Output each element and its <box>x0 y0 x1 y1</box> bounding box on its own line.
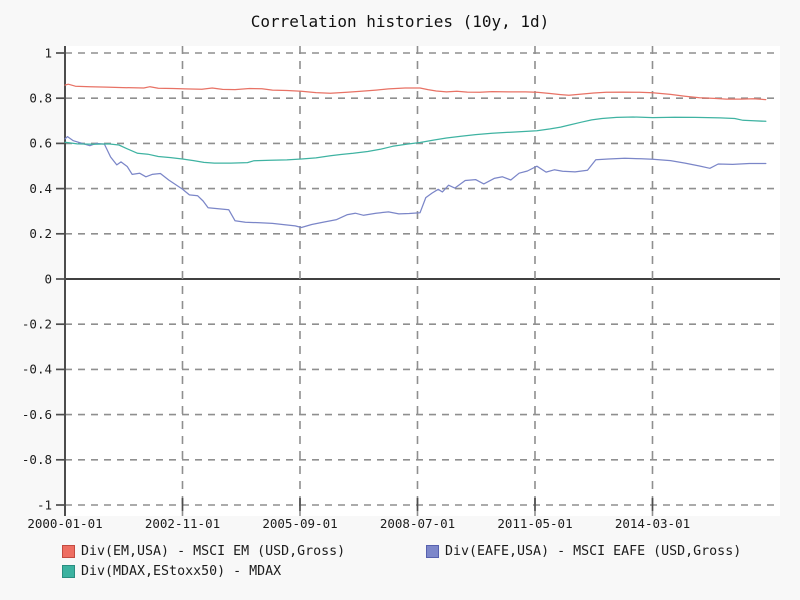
y-tick-label: -0.4 <box>22 362 52 377</box>
y-tick-label: -0.8 <box>22 452 52 467</box>
series-line-em <box>64 83 767 101</box>
x-tick-label: 2002-11-01 <box>145 516 220 531</box>
x-tick-label: 2000-01-01 <box>27 516 102 531</box>
x-tick-label: 2014-03-01 <box>615 516 690 531</box>
y-tick-label: 0.4 <box>29 181 52 196</box>
x-tick-label: 2011-05-01 <box>497 516 572 531</box>
series-line-mdax <box>64 116 767 164</box>
series-line-eafe <box>64 135 767 229</box>
y-tick-label: 1 <box>44 45 52 60</box>
y-tick-label: 0.2 <box>29 226 52 241</box>
plot-area <box>65 46 780 516</box>
x-tick-label: 2008-07-01 <box>380 516 455 531</box>
y-tick-label: 0.6 <box>29 136 52 151</box>
y-tick-label: -1 <box>37 497 52 512</box>
y-tick-label: 0.8 <box>29 91 52 106</box>
y-tick-label: 0 <box>44 271 52 286</box>
y-tick-label: -0.6 <box>22 407 52 422</box>
chart-title: Correlation histories (10y, 1d) <box>250 12 550 31</box>
x-tick-label: 2005-09-01 <box>262 516 337 531</box>
y-tick-label: -0.2 <box>22 317 52 332</box>
